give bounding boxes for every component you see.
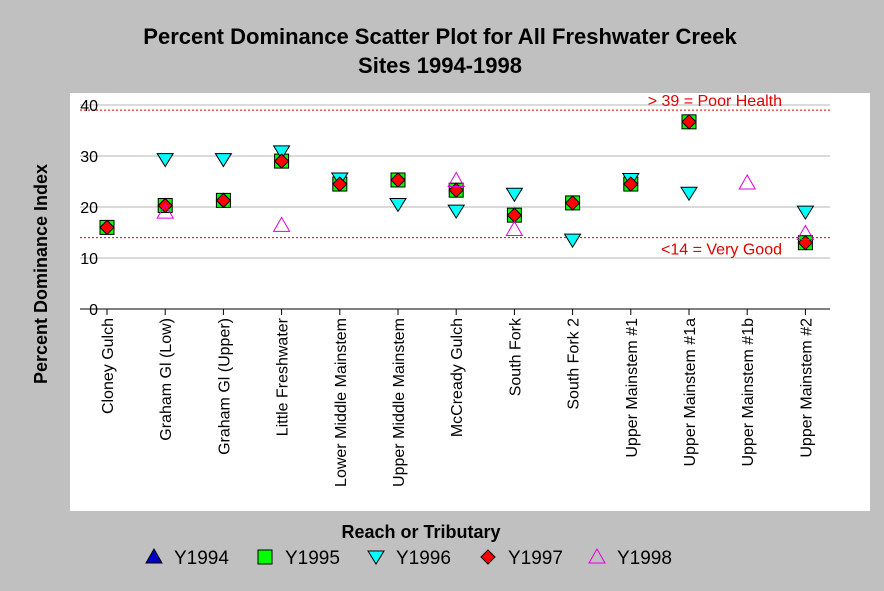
data-point — [272, 216, 291, 232]
category-label: Graham Gl (Upper) — [216, 318, 233, 455]
reference-lines: > 39 = Poor Health <14 = Very Good — [80, 93, 830, 259]
y-tick-labels: 0 10 20 30 40 — [80, 98, 98, 319]
category-label: South Fork — [507, 317, 524, 396]
data-point — [505, 187, 524, 203]
category-label: Upper Mainstem #1b — [740, 318, 757, 467]
y-axis-title: Percent Dominance Index — [31, 164, 51, 384]
data-point — [215, 192, 232, 209]
data-point — [796, 224, 815, 241]
x-axis-title: Reach or Tributary — [341, 522, 500, 542]
data-point — [332, 176, 348, 192]
data-point — [564, 195, 581, 211]
legend-label: Y1997 — [508, 548, 563, 569]
category-labels: Cloney Gulch Graham Gl (Low) Graham Gl (Up… — [100, 309, 815, 487]
data-point — [505, 220, 524, 236]
series-Y1998 — [156, 171, 815, 241]
legend-marker — [367, 550, 385, 565]
legend-marker — [257, 549, 273, 565]
data-point — [447, 204, 466, 220]
chart-title-line-1: Percent Dominance Scatter Plot for All F… — [143, 24, 737, 49]
legend-label: Y1995 — [285, 548, 340, 569]
series-Y1997 — [99, 114, 814, 251]
category-label: Lower Middle Mainstem — [333, 318, 350, 487]
category-label: South Fork 2 — [566, 318, 583, 410]
data-point — [563, 233, 582, 249]
category-label: Upper Middle Mainstem — [391, 318, 408, 487]
legend-marker — [145, 547, 163, 564]
data-point — [623, 176, 639, 192]
y-tick-label: 20 — [80, 200, 98, 217]
legend: Y1994 Y1995 Y1996 Y1997 Y1998 — [145, 547, 672, 569]
plot-panel — [70, 93, 870, 511]
data-point — [156, 203, 175, 219]
reference-label: <14 = Very Good — [661, 242, 782, 259]
legend-marker — [588, 547, 606, 564]
legend-marker — [480, 549, 496, 565]
data-point — [389, 197, 407, 213]
y-tick-label: 0 — [89, 302, 98, 319]
category-label: Upper Mainstem #1a — [682, 318, 699, 467]
data-point — [447, 171, 466, 187]
data-point — [796, 205, 815, 221]
y-tick-label: 40 — [80, 98, 98, 115]
data-point — [680, 186, 698, 202]
data-point — [681, 114, 697, 130]
y-tick-label: 10 — [80, 251, 98, 268]
category-label: Upper Mainstem #2 — [798, 318, 815, 458]
category-label: Cloney Gulch — [100, 318, 117, 414]
data-point — [214, 153, 233, 168]
chart-title-line-2: Sites 1994-1998 — [358, 53, 522, 78]
category-label: Graham Gl (Low) — [158, 318, 175, 441]
data-point — [99, 219, 115, 236]
data-point — [157, 197, 173, 214]
reference-label: > 39 = Poor Health — [648, 93, 782, 110]
data-points — [99, 114, 815, 251]
data-point — [390, 172, 406, 188]
y-tick-label: 30 — [80, 149, 98, 166]
legend-label: Y1994 — [174, 548, 229, 569]
data-point — [738, 174, 757, 190]
legend-label: Y1996 — [396, 548, 451, 569]
category-label: Upper Mainstem #1 — [624, 318, 641, 458]
category-label: McCready Gulch — [449, 318, 466, 437]
data-point — [156, 153, 175, 168]
data-point — [273, 153, 290, 169]
data-point — [272, 145, 291, 160]
legend-label: Y1998 — [617, 548, 672, 569]
category-label: Little Freshwater — [275, 317, 292, 436]
